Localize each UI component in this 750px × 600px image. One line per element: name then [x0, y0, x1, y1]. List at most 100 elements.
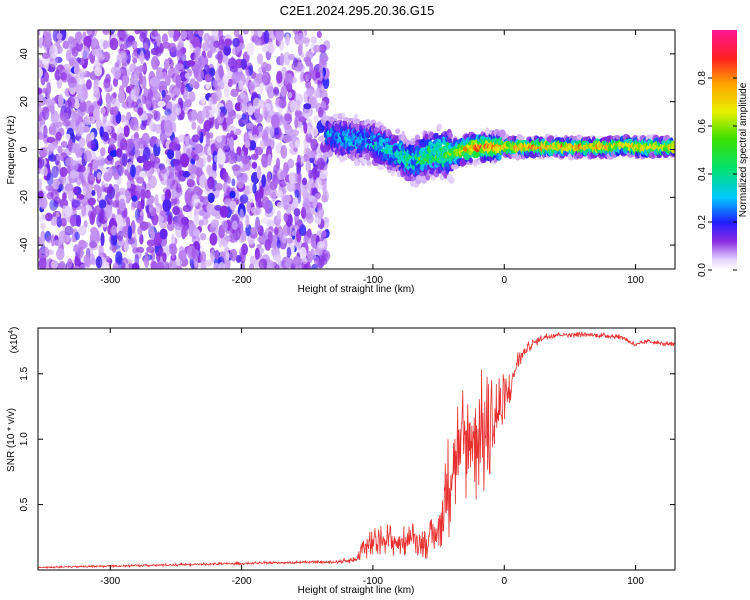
snr-y-scale-suffix: )	[9, 327, 20, 330]
snr-x-ticks: -300 -200 -100 0 100	[100, 328, 644, 587]
heatmap-cell	[229, 136, 234, 151]
heatmap-cell	[317, 241, 325, 248]
heatmap-cell	[256, 165, 262, 180]
heatmap-cell	[166, 178, 173, 186]
heatmap-cell	[302, 257, 308, 265]
heatmap-cell	[219, 110, 226, 118]
heatmap-cell	[69, 214, 76, 227]
heatmap-cell	[38, 156, 45, 169]
x-tick-label: -200	[232, 576, 252, 587]
heatmap-cell	[85, 166, 90, 173]
heatmap-cell	[103, 77, 111, 89]
heatmap-cell	[209, 67, 216, 77]
heatmap-cell	[81, 203, 87, 217]
heatmap-cell	[139, 221, 149, 231]
heatmap-cell	[50, 260, 59, 269]
heatmap-cell	[83, 126, 90, 133]
heatmap-cell	[452, 164, 460, 169]
heatmap-cell	[350, 150, 355, 156]
heatmap-cell	[130, 220, 136, 234]
heatmap-cell	[111, 232, 118, 247]
heatmap-cell	[136, 176, 145, 184]
heatmap-cell	[184, 72, 190, 79]
heatmap-cell	[42, 87, 47, 94]
heatmap-cell	[314, 192, 321, 201]
heatmap-cell	[211, 30, 220, 39]
heatmap-cell	[70, 119, 77, 131]
heatmap-cell	[65, 133, 71, 140]
heatmap-cell	[239, 208, 244, 222]
heatmap-cell	[615, 135, 621, 140]
heatmap-cell	[189, 78, 197, 89]
heatmap-cell	[51, 141, 58, 149]
heatmap-cell	[57, 145, 63, 154]
heatmap-cell	[144, 189, 151, 199]
heatmap-cell	[262, 44, 269, 53]
heatmap-cell	[227, 57, 237, 69]
heatmap-cell	[190, 164, 197, 173]
heatmap-cell	[499, 129, 505, 137]
heatmap-cell	[278, 229, 285, 239]
heatmap-cell	[284, 125, 293, 135]
heatmap-cell	[319, 171, 328, 180]
heatmap-cell	[313, 44, 321, 53]
heatmap-cell	[267, 42, 276, 54]
heatmap-cell	[332, 113, 340, 119]
heatmap-cell	[131, 263, 140, 269]
heatmap-cell	[99, 126, 104, 138]
heatmap-cell	[275, 30, 284, 42]
heatmap-cell	[258, 258, 268, 269]
heatmap-cell	[288, 172, 296, 184]
heatmap-cell	[240, 230, 247, 242]
heatmap-cell	[84, 114, 90, 126]
heatmap-cell	[318, 67, 324, 82]
heatmap-cell	[167, 262, 172, 269]
heatmap-cell	[160, 166, 167, 174]
heatmap-cell	[261, 217, 270, 224]
heatmap-cell	[192, 154, 200, 161]
heatmap-cell	[187, 210, 193, 219]
heatmap-cell	[42, 52, 51, 59]
heatmap-cell	[269, 181, 278, 191]
heatmap-cell	[144, 49, 151, 61]
heatmap-cell	[71, 236, 76, 243]
heatmap-cell	[48, 126, 53, 135]
heatmap-cell	[295, 93, 304, 105]
heatmap-cell	[74, 61, 80, 75]
heatmap-cell	[123, 242, 129, 252]
heatmap-cell	[231, 164, 241, 172]
heatmap-cell	[224, 258, 231, 269]
heatmap-cell	[294, 109, 302, 119]
heatmap-cell	[173, 30, 180, 40]
heatmap-cell	[55, 121, 63, 128]
heatmap-cell	[49, 199, 58, 211]
x-tick-label: -300	[100, 576, 120, 587]
heatmap-cell	[202, 216, 209, 226]
heatmap-cell	[123, 125, 130, 138]
heatmap-cell	[296, 154, 301, 169]
y-tick-label: 0	[19, 146, 30, 152]
heatmap-cell	[264, 185, 270, 196]
heatmap-cell	[272, 254, 282, 262]
heatmap-cell	[92, 159, 99, 172]
heatmap-cell	[71, 112, 79, 122]
colorbar-tick-label: 0.8	[697, 71, 708, 85]
heatmap-cell	[85, 257, 91, 266]
heatmap-cell	[268, 124, 275, 138]
heatmap-cell	[64, 100, 73, 108]
heatmap-cell	[169, 170, 176, 182]
heatmap-cell	[167, 214, 173, 225]
heatmap-cell	[62, 192, 67, 202]
heatmap-cell	[175, 107, 182, 116]
heatmap-cell	[134, 83, 140, 97]
heatmap-cell	[282, 194, 292, 204]
heatmap-cell	[249, 140, 257, 151]
heatmap-cell	[45, 184, 55, 191]
heatmap-cell	[164, 108, 172, 117]
heatmap-cell	[517, 135, 525, 141]
heatmap-cell	[224, 38, 233, 47]
heatmap-cell	[310, 126, 319, 137]
heatmap-cell	[154, 194, 159, 207]
heatmap-cell	[221, 220, 228, 231]
heatmap-cell	[172, 159, 181, 166]
